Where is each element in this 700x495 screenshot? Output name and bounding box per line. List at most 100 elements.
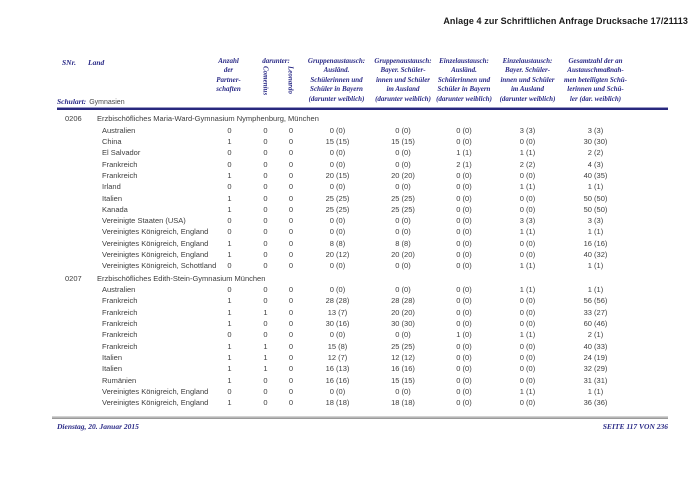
value-cell: 1 [263,352,268,362]
value-cell: 0 [227,330,232,340]
value-cell: 0 (0) [519,170,536,180]
value-cell: 40 (35) [583,170,608,180]
value-cell: 0 (0) [329,285,346,295]
value-cell: 0 (0) [456,319,472,329]
value-cell: 1 [227,204,232,214]
value-cell: 40 (32) [583,250,608,259]
value-cell: 0 (0) [456,125,472,135]
value-cell: 0 [227,261,232,271]
value-cell: 0 (0) [519,238,536,248]
value-cell: 0 (0) [395,330,411,340]
value-cell: 3 (3) [587,216,604,226]
value-cell: 0 [263,296,268,306]
value-cell: 0 [227,148,232,158]
value-cell: 12 (12) [391,352,415,362]
value-cell: 1 [227,352,232,362]
value-cell: 2 (1) [587,330,604,340]
table-row: China 1 0 0 15 (15) 15 (15) 0 (0) 0 (0) 30 (30) [57,136,668,147]
value-cell: 0 (0) [456,238,472,248]
value-cell: 0 [288,193,294,203]
value-cell: 1 (1) [519,148,536,158]
value-cell: 28 (28) [325,296,350,306]
value-cell: 1 [227,319,232,329]
value-cell: 0 (0) [519,204,536,214]
table-row: Frankreich 1 0 0 28 (28) 28 (28) 0 (0) 0 (0) 56 … [57,295,668,306]
value-cell: 0 (0) [456,193,472,203]
table-row: Italien 1 0 0 25 (25) 25 (25) 0 (0) 0 (0) 50 (50… [57,192,668,203]
country-cell: Frankreich [102,319,138,329]
value-cell: 0 (0) [329,227,346,237]
country-cell: Frankreich [102,307,138,317]
value-cell: 0 (0) [329,261,346,271]
value-cell: 0 [263,398,268,408]
value-cell: 0 [288,227,294,237]
schulart-label: Schulart: [57,97,87,106]
value-cell: 1 (1) [587,227,604,237]
value-cell: 0 (0) [395,182,411,192]
value-cell: 0 [288,182,294,192]
table-row: Frankreich 0 0 0 0 (0) 0 (0) 2 (1) 2 (2) 4 (3) [57,158,668,169]
value-cell: 0 [288,125,294,135]
value-cell: 0 (0) [456,170,472,180]
country-cell: Italien [102,193,123,203]
table-row: El Salvador 0 0 0 0 (0) 0 (0) 1 (1) 1 (1) 2 (2) [57,147,668,158]
value-cell: 1 (1) [519,182,536,192]
schulart-value: Gymnasien [89,99,125,106]
value-cell: 0 (0) [456,364,472,374]
value-cell: 31 (31) [583,375,608,385]
value-cell: 2 (1) [456,159,472,169]
value-cell: 16 (16) [325,375,350,385]
value-cell: 1 (1) [519,386,536,396]
value-cell: 0 (0) [395,285,411,295]
value-cell: 1 [263,364,268,374]
value-cell: 0 [263,193,268,203]
value-cell: 0 (0) [519,307,536,317]
table-row: Vereinigtes Königreich, England 1 0 0 20 (12… [57,249,668,260]
value-cell: 32 (29) [583,364,608,374]
value-cell: 1 [227,375,232,385]
value-cell: 0 (0) [456,386,472,396]
value-cell: 1 (1) [456,148,472,158]
value-cell: 0 [227,216,232,226]
value-cell: 56 (56) [583,296,608,306]
value-cell: 1 (1) [519,227,536,237]
value-cell: 3 (3) [519,216,536,226]
value-cell: 20 (20) [391,307,415,317]
value-cell: 0 [288,285,294,295]
value-cell: 1 [263,307,268,317]
section-id: 0206 [65,114,82,124]
value-cell: 1 [227,341,232,351]
country-cell: Italien [102,352,123,362]
table-row: Vereinigtes Königreich, England 1 0 0 8 (8) 8… [57,238,668,249]
value-cell: 0 (0) [519,319,536,329]
value-cell: 0 (0) [456,261,472,271]
section-row: 0207 Erzbischöfliches Edith-Stein-Gymnasi… [57,271,668,284]
value-cell: 1 [227,137,232,147]
value-cell: 25 (25) [325,193,350,203]
value-cell: 1 [227,296,232,306]
country-cell: Vereinigtes Königreich, England [102,386,209,396]
value-cell: 0 [263,250,268,259]
value-cell: 16 (16) [391,364,415,374]
value-cell: 1 (1) [519,261,536,271]
column-header-gesamtzahl: Gesamtzahl der an Austauschmaßnah- men b… [564,57,627,103]
value-cell: 25 (25) [391,341,415,351]
table-row: Irland 0 0 0 0 (0) 0 (0) 0 (0) 1 (1) 1 (1) [57,181,668,192]
value-cell: 0 (0) [456,398,472,408]
value-cell: 0 [288,137,294,147]
value-cell: 0 [288,386,294,396]
value-cell: 0 [263,375,268,385]
column-header-einzelaustausch-ausland: Einzelaustausch: Bayer. Schüler- innen u… [499,57,556,103]
country-cell: Vereinigtes Königreich, England [102,398,209,408]
value-cell: 0 (0) [329,386,346,396]
value-cell: 0 (0) [519,398,536,408]
country-cell: Australien [102,285,136,295]
value-cell: 0 (0) [329,148,346,158]
value-cell: 0 (0) [395,148,411,158]
value-cell: 50 (50) [583,193,608,203]
value-cell: 0 (0) [329,216,346,226]
value-cell: 0 (0) [456,227,472,237]
value-cell: 1 [227,364,232,374]
value-cell: 0 [288,296,294,306]
value-cell: 0 [263,137,268,147]
